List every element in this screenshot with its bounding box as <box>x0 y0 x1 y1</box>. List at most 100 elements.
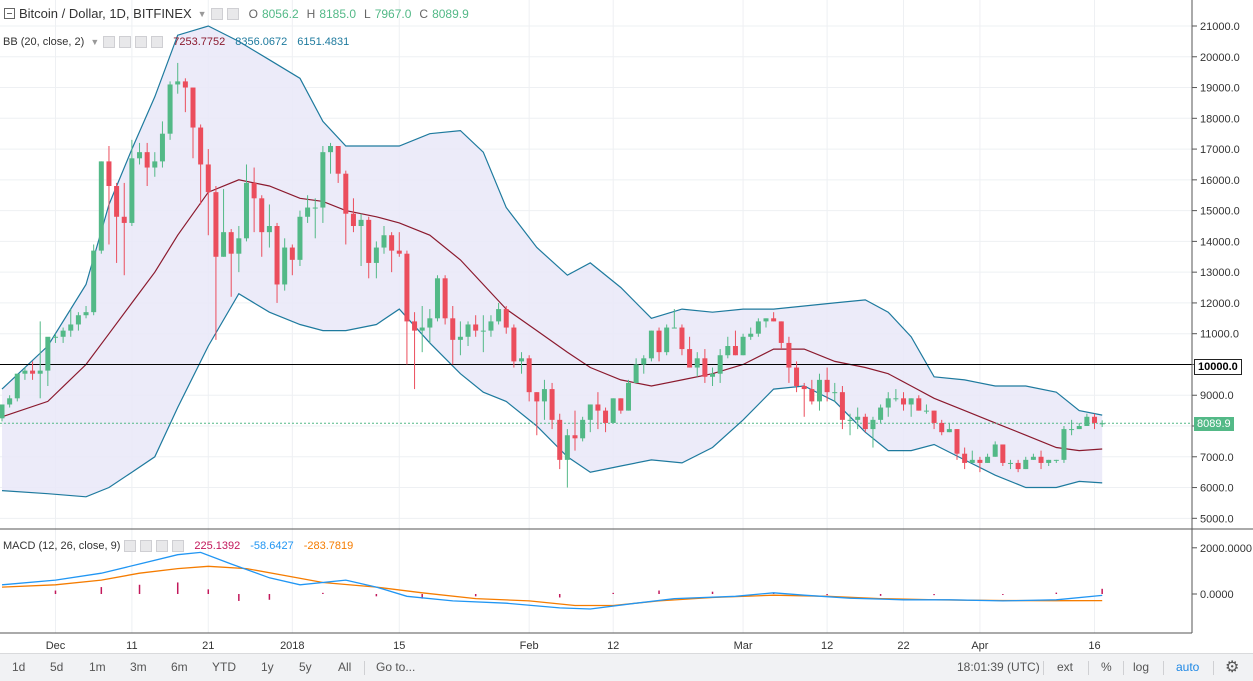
settings-icon[interactable] <box>140 540 153 552</box>
time-tick-label: 15 <box>393 640 405 652</box>
candle-body <box>366 219 372 263</box>
time-tick-label: 16 <box>1088 640 1100 652</box>
candle-body <box>228 232 234 254</box>
delete-icon[interactable] <box>156 540 169 552</box>
candle-body <box>992 444 998 457</box>
candle-body <box>893 398 899 400</box>
auto-toggle[interactable]: auto <box>1176 660 1200 674</box>
percent-toggle[interactable]: % <box>1101 660 1112 674</box>
ext-toggle[interactable]: ext <box>1057 660 1074 674</box>
candle-body <box>1053 459 1059 461</box>
candle-body <box>939 422 945 433</box>
bb-upper-value: 8356.0672 <box>235 36 288 48</box>
candle-body <box>381 235 387 248</box>
candle-body <box>633 364 639 383</box>
candle-body <box>0 404 5 419</box>
toolbar-divider <box>364 661 365 675</box>
candle-body <box>1092 416 1098 423</box>
candle-body <box>748 333 754 337</box>
macd-histogram-value: 225.1392 <box>194 540 241 552</box>
candle-body <box>954 429 960 454</box>
price-tick-label: 13000.0 <box>1200 267 1240 279</box>
candle-body <box>465 324 471 337</box>
candle-body <box>985 456 991 463</box>
interval-1y[interactable]: 1y <box>261 660 274 674</box>
candle-body <box>809 389 815 402</box>
price-tick-label: 9000.0 <box>1200 390 1234 402</box>
ohlc-low-key: L <box>364 6 371 21</box>
chart-canvas[interactable]: 21000.0 20000.0 19000.0 18000.0 17000.0 16000… <box>0 0 1253 653</box>
interval-5y[interactable]: 5y <box>299 660 312 674</box>
candle-body <box>1061 429 1067 460</box>
macd-signal-value: -283.7819 <box>303 540 354 552</box>
candle-body <box>450 318 456 340</box>
candle-body <box>434 278 440 319</box>
log-toggle[interactable]: log <box>1133 660 1150 674</box>
interval-1m[interactable]: 1m <box>89 660 106 674</box>
candle-body <box>182 81 188 88</box>
eye-icon[interactable] <box>210 7 223 20</box>
interval-3m[interactable]: 3m <box>130 660 147 674</box>
candle-body <box>274 226 280 285</box>
candle-body <box>1000 444 1006 463</box>
candle-body <box>526 358 532 393</box>
candle-body <box>625 382 631 411</box>
candle-body <box>312 207 318 209</box>
candle-body <box>213 192 219 257</box>
candle-body <box>1007 462 1013 464</box>
eye-icon[interactable] <box>103 36 116 48</box>
candle-body <box>878 407 884 420</box>
macd-legend: MACD (12, 26, close, 9) 225.1392 -58.642… <box>3 540 357 552</box>
collapse-legend-button[interactable] <box>4 8 15 19</box>
ohlc-close-value: 8089.9 <box>432 6 469 21</box>
candle-body <box>534 392 540 402</box>
ohlc-high-key: H <box>306 6 316 21</box>
candle-body <box>572 435 578 439</box>
bottom-toolbar: 1d 5d 1m 3m 6m YTD 1y 5y All Go to... 18… <box>0 653 1253 681</box>
more-icon[interactable] <box>172 540 185 552</box>
candle-body <box>389 235 395 251</box>
candle-body <box>541 389 547 402</box>
candle-body <box>710 373 716 377</box>
toolbar-divider <box>1163 661 1164 675</box>
candle-body <box>480 330 486 332</box>
more-icon[interactable] <box>151 36 164 48</box>
eye-icon[interactable] <box>124 540 137 552</box>
macd-tick-label: 2000.0000 <box>1200 543 1252 555</box>
interval-6m[interactable]: 6m <box>171 660 188 674</box>
interval-5d[interactable]: 5d <box>50 660 64 674</box>
interval-all[interactable]: All <box>338 660 352 674</box>
bb-legend-name: BB (20, close, 2) <box>3 36 85 48</box>
candle-body <box>702 358 708 377</box>
interval-1d[interactable]: 1d <box>12 660 26 674</box>
price-tick-label: 5000.0 <box>1200 513 1234 525</box>
candle-body <box>794 367 800 387</box>
settings-icon[interactable] <box>226 7 239 20</box>
candle-body <box>618 398 624 411</box>
time-tick-label: 2018 <box>280 640 304 652</box>
candle-body <box>1084 416 1090 427</box>
chevron-down-icon[interactable]: ▼ <box>197 8 207 19</box>
settings-icon[interactable] <box>119 36 132 48</box>
candle-body <box>221 232 227 257</box>
candle-body <box>557 419 563 460</box>
candle-body <box>350 213 356 227</box>
candle-body <box>190 87 196 128</box>
gear-icon[interactable]: ⚙ <box>1225 659 1240 676</box>
candle-body <box>1023 459 1029 470</box>
candle-body <box>687 349 693 368</box>
candle-body <box>549 389 555 420</box>
candle-body <box>786 342 792 368</box>
candle-body <box>266 226 272 233</box>
chevron-down-icon[interactable]: ▼ <box>90 37 100 47</box>
goto-button[interactable]: Go to... <box>376 660 416 674</box>
toolbar-divider <box>1213 661 1214 675</box>
candle-body <box>412 321 418 331</box>
candle-body <box>152 161 158 168</box>
candle-body <box>931 410 937 423</box>
interval-ytd[interactable]: YTD <box>212 660 236 674</box>
candle-body <box>14 373 20 399</box>
hline-price-label: 10000.0 <box>1194 359 1242 375</box>
delete-icon[interactable] <box>135 36 148 48</box>
candle-body <box>732 346 738 356</box>
